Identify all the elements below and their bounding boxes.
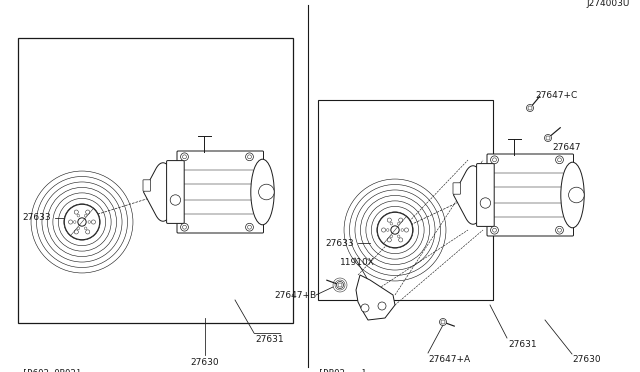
FancyBboxPatch shape [477,164,494,227]
Circle shape [556,226,563,234]
Circle shape [180,153,188,161]
Ellipse shape [561,162,584,228]
Circle shape [527,105,534,112]
Circle shape [64,204,100,240]
Circle shape [491,156,499,164]
FancyBboxPatch shape [143,180,150,191]
Circle shape [491,226,499,234]
Text: [D602-0B02]: [D602-0B02] [22,368,81,372]
Circle shape [378,212,413,248]
Bar [318,100,493,300]
Circle shape [74,210,78,214]
Circle shape [77,227,79,230]
Circle shape [170,195,180,205]
Circle shape [86,230,90,234]
FancyBboxPatch shape [487,154,573,236]
Circle shape [248,225,252,229]
Polygon shape [356,275,395,320]
Polygon shape [143,163,175,221]
Bar [18,38,293,323]
Circle shape [493,158,497,162]
Circle shape [338,283,342,287]
Ellipse shape [251,159,274,225]
Circle shape [493,228,497,232]
Circle shape [182,225,186,229]
Text: 27647: 27647 [552,144,580,153]
Circle shape [337,282,344,289]
Circle shape [180,223,188,231]
Circle shape [74,230,78,234]
Text: [DB02-  ]: [DB02- ] [318,368,366,372]
Text: 11910X: 11910X [340,258,375,267]
Circle shape [381,228,386,232]
Circle shape [401,229,404,231]
Text: 27647+A: 27647+A [428,355,470,364]
Circle shape [397,222,400,225]
Circle shape [86,210,90,214]
Text: J274003U: J274003U [587,0,630,8]
Circle shape [404,228,408,232]
Circle shape [568,187,584,203]
Circle shape [546,136,550,140]
Circle shape [390,222,393,225]
Circle shape [84,227,87,230]
Circle shape [387,238,392,242]
Circle shape [378,302,386,310]
Circle shape [545,135,552,141]
Text: 27633: 27633 [325,238,354,247]
Circle shape [556,156,563,164]
Circle shape [361,304,369,312]
Circle shape [391,226,399,234]
Circle shape [387,229,389,231]
Polygon shape [454,166,484,224]
Circle shape [440,318,447,326]
Circle shape [246,153,253,161]
Circle shape [480,198,491,208]
Text: 27647+B: 27647+B [274,291,316,299]
Text: 27630: 27630 [572,355,600,364]
Circle shape [246,223,253,231]
FancyBboxPatch shape [166,161,184,224]
Circle shape [88,221,91,223]
Circle shape [557,228,561,232]
Circle shape [84,214,87,217]
Circle shape [399,218,403,222]
Circle shape [77,214,79,217]
Circle shape [259,184,274,200]
Circle shape [557,158,561,162]
FancyBboxPatch shape [177,151,264,233]
Circle shape [68,220,73,224]
Circle shape [387,218,391,222]
Circle shape [399,238,403,242]
Circle shape [397,235,400,238]
Circle shape [248,155,252,159]
Text: 27631: 27631 [508,340,536,349]
Circle shape [78,218,86,226]
Circle shape [441,320,445,324]
Circle shape [528,106,532,110]
Circle shape [182,155,186,159]
Text: 27647+C: 27647+C [535,90,577,99]
Text: 27630: 27630 [191,358,220,367]
FancyBboxPatch shape [453,183,461,194]
Text: 27633: 27633 [22,214,51,222]
Circle shape [74,221,76,223]
Circle shape [390,235,393,238]
Text: 27631: 27631 [255,335,284,344]
Circle shape [92,220,95,224]
